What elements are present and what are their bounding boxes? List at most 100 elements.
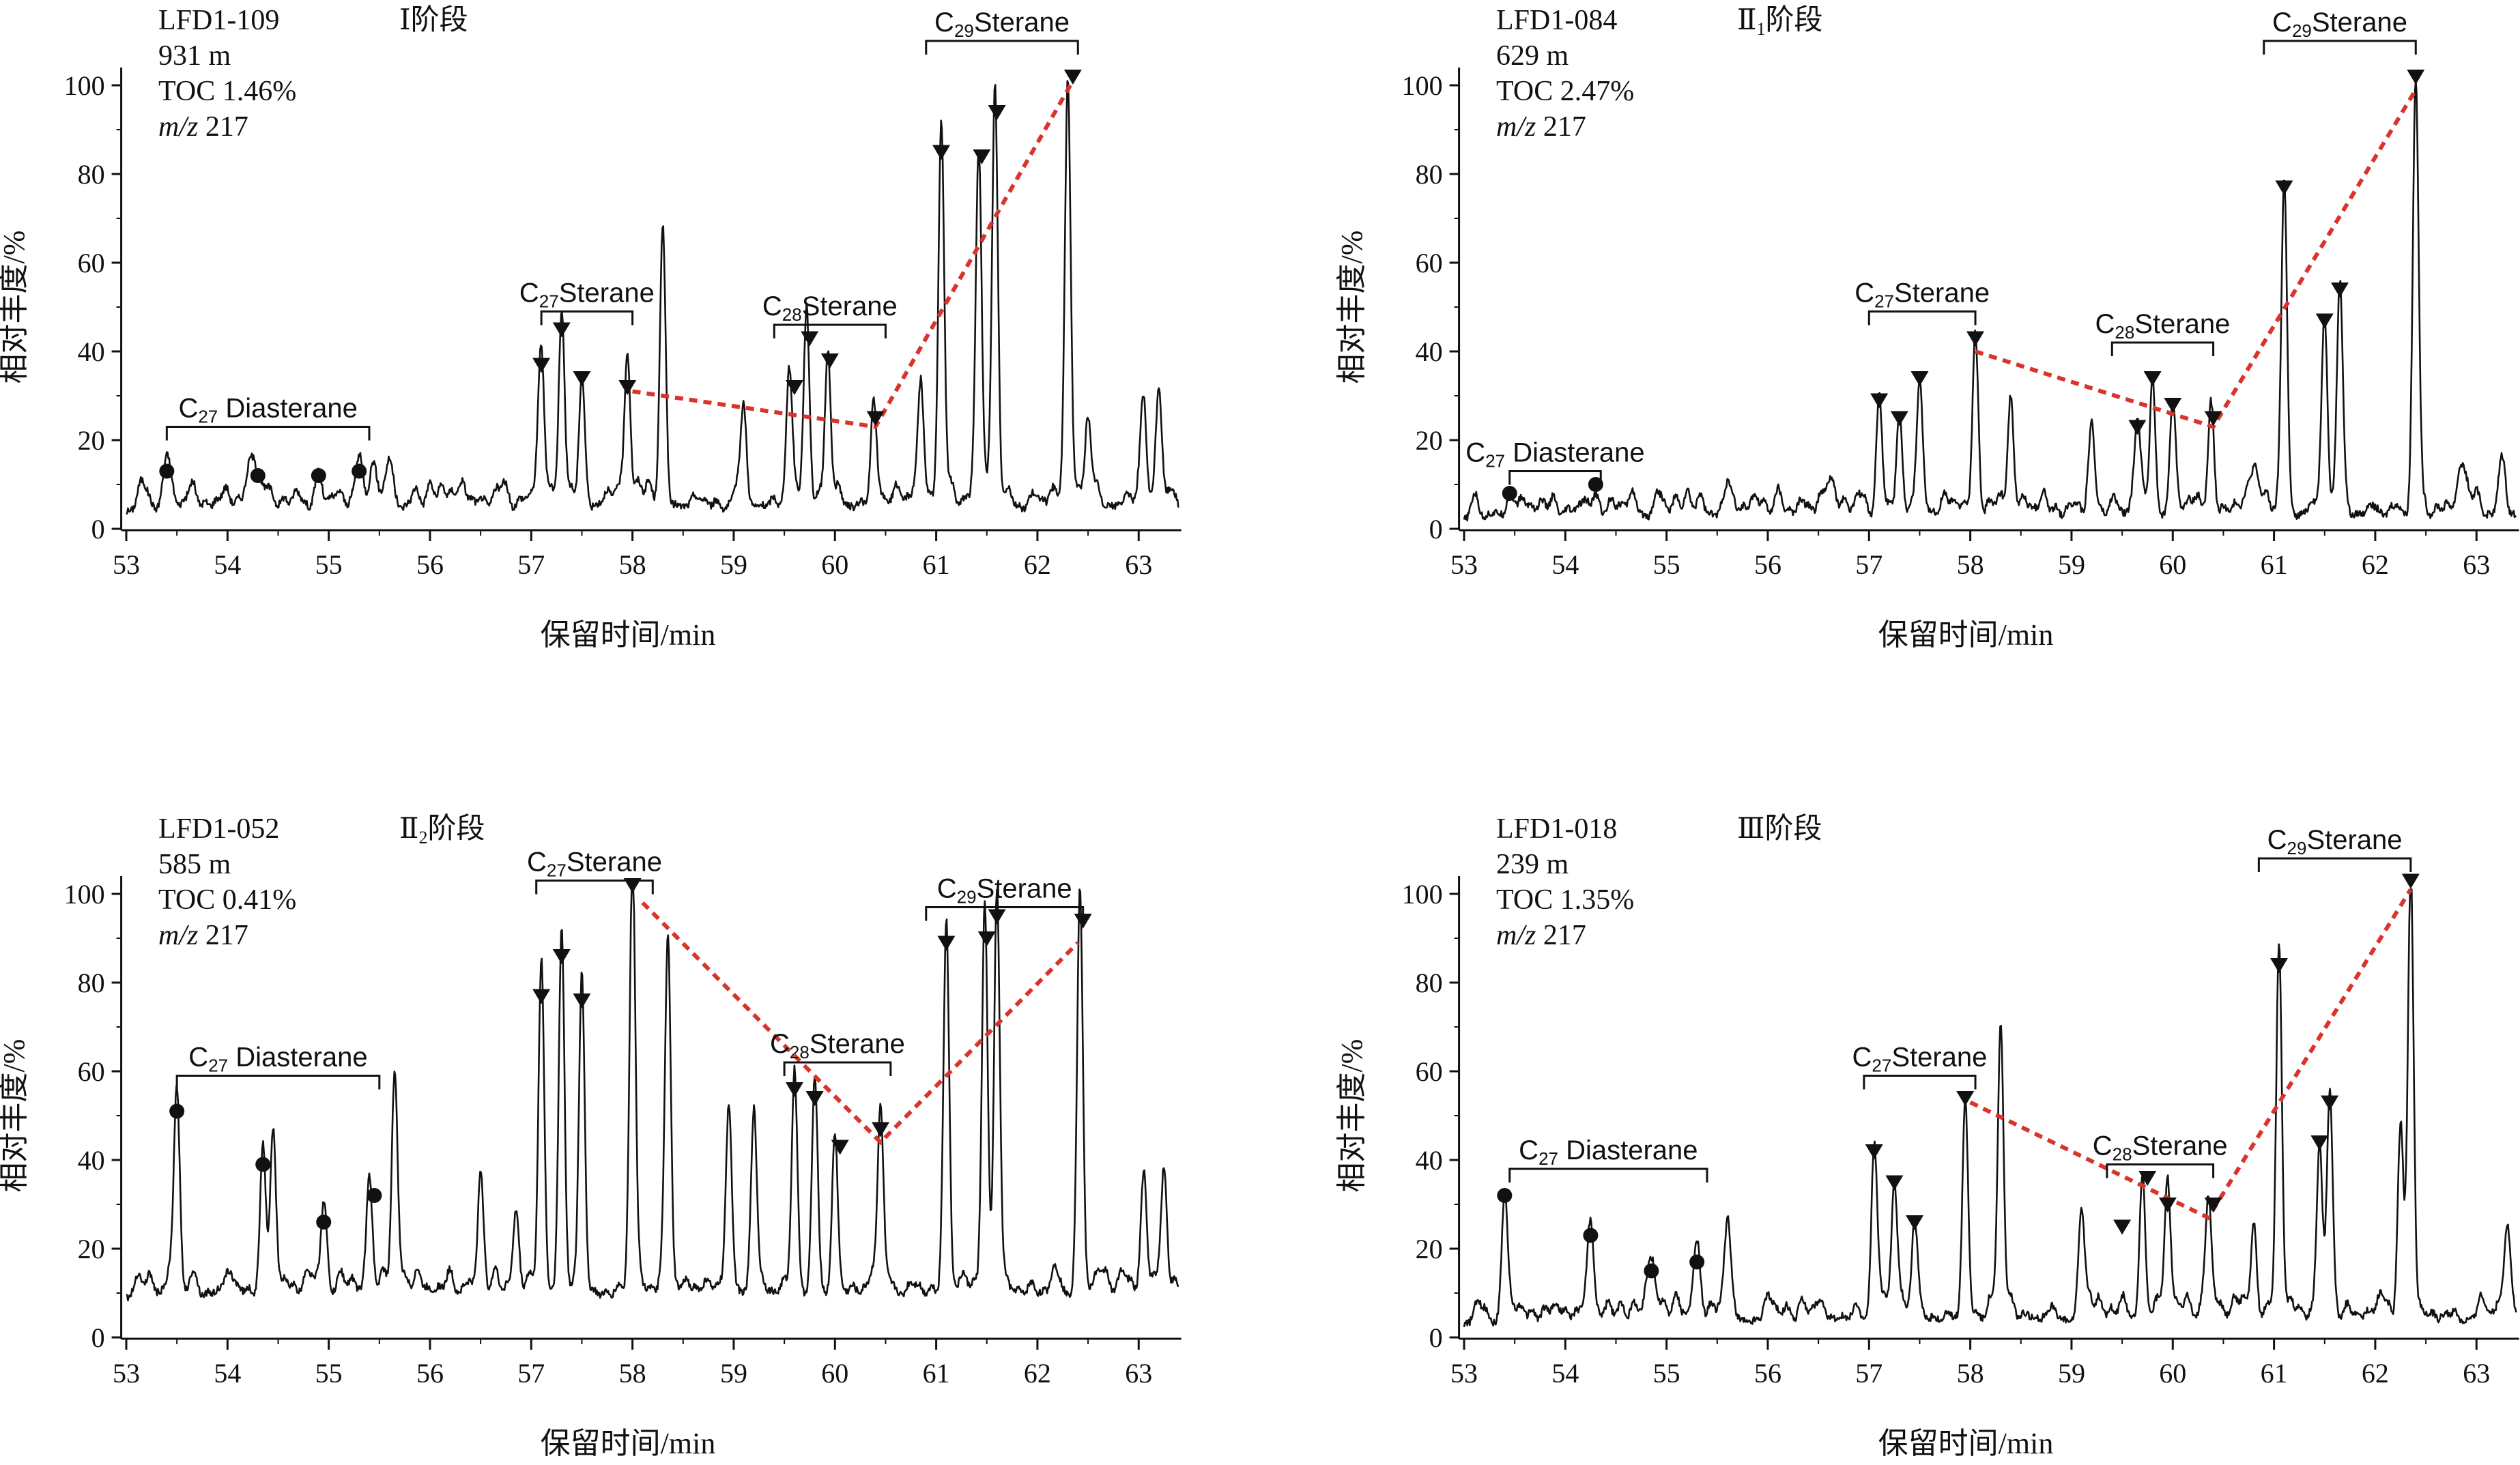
sterane-marker	[532, 358, 551, 373]
group-name: Sterane	[2134, 309, 2230, 339]
info-depth: 239 m	[1496, 849, 1569, 880]
sterane-marker	[2401, 873, 2420, 889]
mz-value: 217	[1536, 111, 1586, 143]
sterane-marker	[872, 1122, 890, 1137]
diasterane-marker	[1644, 1263, 1659, 1279]
group-label: C28Sterane	[770, 1029, 905, 1062]
x-tick-label: 62	[1024, 549, 1051, 580]
x-tick-label: 59	[2058, 1358, 2085, 1389]
group-label: C29Sterane	[2272, 8, 2407, 41]
group-subscript: 29	[2287, 838, 2307, 858]
group-label: C27 Diasterane	[1465, 438, 1644, 472]
group-label: C28Sterane	[762, 291, 898, 325]
stage-subscript: 2	[419, 828, 428, 847]
sterane-marker	[623, 878, 642, 893]
y-tick-label: 0	[1429, 1322, 1443, 1353]
group-name: Sterane	[2312, 8, 2407, 38]
x-tick-label: 58	[1957, 549, 1984, 580]
x-tick-label: 55	[1653, 1358, 1680, 1389]
mz-label: m/z	[158, 920, 198, 951]
sterane-marker	[1910, 371, 1929, 386]
group-label: C27 Diasterane	[178, 394, 357, 427]
x-tick-label: 60	[2159, 549, 2186, 580]
sterane-marker	[2270, 958, 2289, 973]
sterane-marker	[1966, 331, 1985, 347]
group-name: Diasterane	[218, 394, 358, 424]
x-tick-label: 56	[1754, 1358, 1781, 1389]
x-tick-label: 62	[2362, 549, 2389, 580]
group-bracket	[540, 310, 634, 325]
sterane-marker	[2128, 420, 2147, 435]
group-subscript: 27	[208, 1056, 228, 1076]
group-bracket	[1508, 470, 1602, 485]
y-tick-label: 20	[78, 425, 105, 456]
diasterane-marker	[159, 463, 175, 479]
stage-label: Ⅰ阶段	[399, 5, 468, 36]
sterane-marker	[785, 380, 803, 395]
x-tick-label: 55	[315, 549, 343, 580]
group-name: Sterane	[810, 1029, 905, 1059]
sterane-trend-line	[1975, 88, 2418, 430]
x-tick-label: 63	[2463, 1358, 2490, 1389]
sterane-marker	[805, 1091, 824, 1106]
sterane-marker	[1063, 70, 1082, 85]
sterane-marker	[2315, 313, 2334, 329]
y-tick-label: 20	[1416, 425, 1443, 456]
info-depth: 629 m	[1496, 40, 1569, 72]
x-tick-label: 58	[619, 549, 646, 580]
x-tick-label: 61	[2261, 549, 2288, 580]
stage-label: Ⅱ2阶段	[399, 813, 485, 847]
group-name: Sterane	[802, 291, 898, 321]
stage-numeral: Ⅰ阶段	[399, 5, 468, 36]
group-prefix: C	[1519, 1135, 1538, 1165]
sterane-marker	[2143, 371, 2162, 386]
stage-numeral: Ⅱ	[1737, 5, 1757, 36]
sterane-marker	[1870, 393, 1889, 409]
diasterane-marker	[367, 1188, 382, 1203]
x-tick-label: 59	[720, 549, 747, 580]
group-subscript: 28	[2113, 1144, 2132, 1165]
y-tick-label: 100	[1402, 70, 1443, 101]
group-bracket	[2110, 341, 2215, 356]
x-tick-label: 55	[315, 1358, 343, 1389]
diasterane-marker	[1583, 1228, 1599, 1243]
x-tick-label: 57	[517, 1358, 545, 1389]
info-depth: 931 m	[158, 40, 231, 72]
mz-value: 217	[198, 920, 248, 951]
sterane-marker	[532, 989, 551, 1004]
x-tick-label: 63	[2463, 549, 2490, 580]
x-tick-label: 58	[619, 1358, 646, 1389]
group-bracket	[2257, 857, 2412, 872]
stage-label: Ⅱ1阶段	[1737, 5, 1823, 39]
group-subscript: 29	[2292, 20, 2312, 41]
stage-subscript: 1	[1757, 19, 1766, 39]
mz-label: m/z	[1496, 111, 1536, 143]
sterane-marker	[801, 331, 819, 347]
x-tick-label: 53	[113, 1358, 140, 1389]
x-tick-label: 62	[1024, 1358, 1051, 1389]
sterane-marker	[1906, 1215, 1924, 1230]
stage-label: Ⅲ阶段	[1737, 813, 1822, 845]
group-prefix: C	[2095, 309, 2115, 339]
chart-panel-lfd1-084: 0 20 40 60 80 100 53 54 55 56 57 58 59 60 61 62 63 保留时间/m…	[1335, 5, 2519, 652]
sterane-marker	[2310, 1135, 2329, 1150]
sterane-marker	[2275, 180, 2293, 196]
group-label: C27 Diasterane	[1519, 1135, 1698, 1169]
y-tick-label: 100	[64, 70, 105, 101]
group-prefix: C	[519, 278, 539, 308]
x-tick-label: 60	[821, 549, 848, 580]
stage-tail: 阶段	[1766, 5, 1823, 36]
sterane-marker	[2138, 1171, 2157, 1186]
group-bracket	[1863, 1075, 1977, 1090]
group-bracket	[535, 880, 654, 895]
x-axis-title: 保留时间/min	[541, 1427, 716, 1460]
diasterane-marker	[250, 468, 266, 483]
group-bracket	[175, 1075, 381, 1090]
x-tick-label: 63	[1125, 1358, 1152, 1389]
y-tick-label: 0	[1429, 514, 1443, 545]
group-label: C29Sterane	[934, 8, 1070, 41]
y-tick-label: 60	[1416, 1056, 1443, 1087]
group-subscript: 27	[1874, 291, 1894, 312]
group-prefix: C	[770, 1029, 790, 1059]
sterane-marker	[937, 935, 956, 951]
